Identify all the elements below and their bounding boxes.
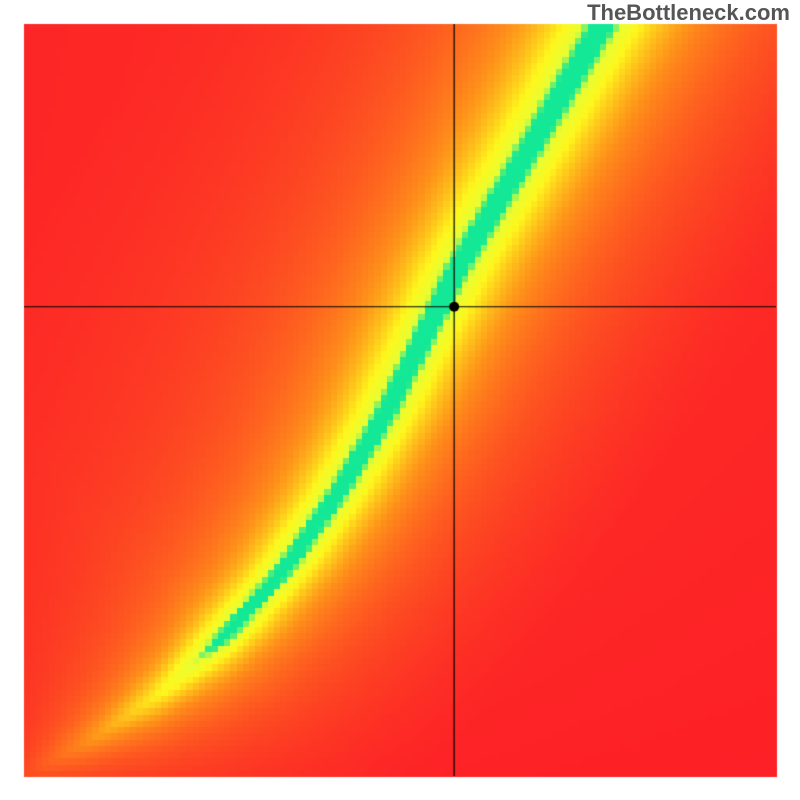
chart-container: TheBottleneck.com <box>0 0 800 800</box>
bottleneck-heatmap <box>0 0 800 800</box>
watermark-text: TheBottleneck.com <box>587 0 790 26</box>
